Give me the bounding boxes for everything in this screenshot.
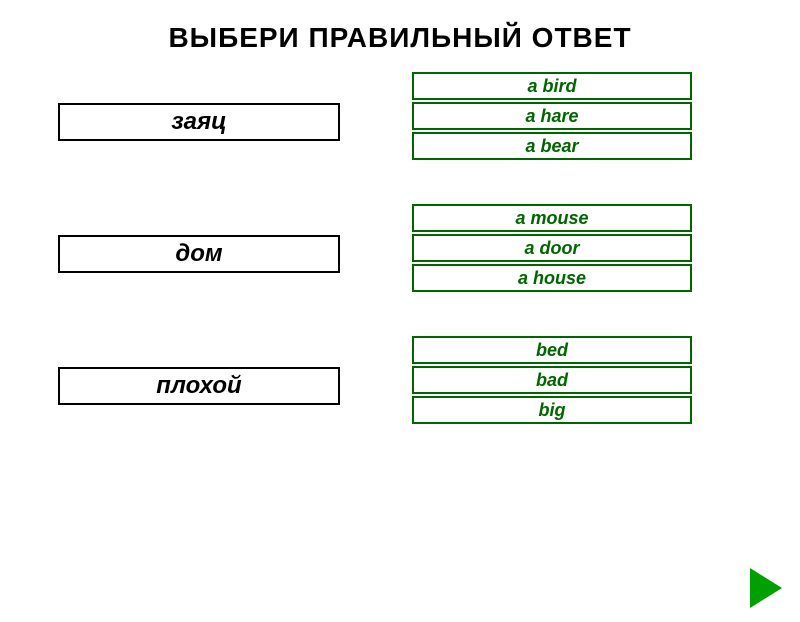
answer-button[interactable]: bad: [412, 366, 692, 394]
quiz-row: плохой bed bad big: [0, 336, 800, 426]
page-title: ВЫБЕРИ ПРАВИЛЬНЫЙ ОТВЕТ: [0, 22, 800, 54]
answers-group: bed bad big: [412, 336, 692, 426]
answer-button[interactable]: a bear: [412, 132, 692, 160]
answer-button[interactable]: bed: [412, 336, 692, 364]
question-box: заяц: [58, 103, 340, 141]
answer-button[interactable]: a mouse: [412, 204, 692, 232]
quiz-row: заяц a bird a hare a bear: [0, 72, 800, 162]
quiz-container: заяц a bird a hare a bear дом a mouse a …: [0, 72, 800, 426]
answers-group: a mouse a door a house: [412, 204, 692, 294]
answer-button[interactable]: a house: [412, 264, 692, 292]
answer-button[interactable]: a bird: [412, 72, 692, 100]
answer-button[interactable]: a door: [412, 234, 692, 262]
quiz-row: дом a mouse a door a house: [0, 204, 800, 294]
answers-group: a bird a hare a bear: [412, 72, 692, 162]
answer-button[interactable]: a hare: [412, 102, 692, 130]
question-box: дом: [58, 235, 340, 273]
next-arrow-icon[interactable]: [750, 568, 782, 608]
question-box: плохой: [58, 367, 340, 405]
answer-button[interactable]: big: [412, 396, 692, 424]
